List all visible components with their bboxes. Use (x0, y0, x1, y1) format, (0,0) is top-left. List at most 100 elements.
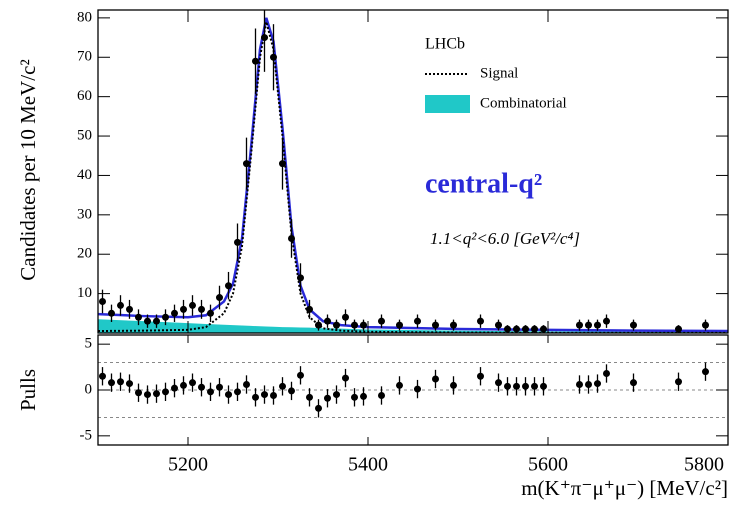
data-point (297, 274, 304, 282)
data-point (279, 382, 286, 390)
data-point (270, 392, 277, 399)
data-point (576, 381, 583, 388)
x-tick-label: 5800 (684, 454, 724, 476)
y-tick-label: 80 (77, 9, 92, 25)
data-point (117, 301, 124, 309)
data-point (153, 317, 160, 325)
data-point (576, 321, 583, 329)
data-point (495, 379, 502, 387)
frame (97, 9, 729, 334)
data-point (594, 321, 601, 329)
data-point (189, 379, 196, 387)
data-point (702, 368, 709, 376)
y-tick-label: 50 (77, 127, 92, 143)
data-point (396, 381, 403, 389)
data-point (216, 383, 223, 391)
data-point (594, 380, 601, 388)
data-point (162, 313, 169, 321)
data-point (243, 160, 250, 168)
data-point (198, 383, 205, 391)
data-point (126, 380, 133, 388)
experiment-label: LHCb (425, 36, 465, 53)
data-point (351, 393, 358, 401)
fit-curve (98, 17, 728, 333)
data-point (324, 394, 331, 402)
signal-curve (98, 21, 728, 333)
data-point (270, 53, 277, 61)
data-point (234, 238, 241, 246)
y-tick-label: 0 (85, 381, 93, 397)
data-point (702, 321, 709, 329)
data-point (504, 325, 511, 333)
y-tick-label: 20 (77, 246, 92, 262)
data-point (162, 388, 169, 396)
data-point (333, 391, 340, 399)
data-point (225, 391, 232, 399)
data-point (198, 305, 205, 313)
y-tick-label: 60 (77, 88, 92, 104)
y-tick-label: 40 (77, 167, 92, 183)
data-point (342, 374, 349, 382)
data-point (171, 384, 178, 392)
data-point (117, 378, 124, 386)
data-point (324, 317, 331, 325)
data-point (342, 313, 349, 321)
data-point (306, 393, 313, 401)
data-point (261, 34, 268, 42)
data-point (414, 317, 421, 325)
data-point (378, 392, 385, 399)
data-point (378, 317, 385, 325)
y-tick-label: -5 (80, 427, 93, 443)
data-point (675, 325, 682, 333)
data-point (99, 297, 106, 305)
data-point (351, 321, 358, 329)
data-point (477, 372, 484, 380)
data-point (135, 313, 142, 321)
data-point (585, 321, 592, 329)
data-point (522, 382, 529, 390)
legend-swatch (425, 95, 470, 113)
data-point (630, 379, 637, 387)
data-point (675, 378, 682, 386)
legend-label: Signal (480, 65, 518, 81)
data-point (432, 375, 439, 383)
data-point (585, 381, 592, 388)
annotation-title: central-q² (425, 168, 542, 199)
data-point (360, 392, 367, 400)
data-point (243, 381, 250, 388)
data-point (207, 388, 214, 396)
data-point (450, 381, 457, 389)
data-point (207, 309, 214, 317)
combinatorial-area (98, 319, 728, 333)
data-point (126, 305, 133, 313)
pulls-axis-label: Pulls (16, 369, 40, 411)
legend-label: Combinatorial (480, 95, 567, 111)
data-point (477, 317, 484, 325)
data-point (540, 325, 547, 333)
data-point (603, 370, 610, 377)
x-tick-label: 5400 (348, 454, 388, 476)
x-tick-label: 5200 (168, 454, 208, 476)
data-point (531, 382, 538, 390)
data-point (315, 321, 322, 329)
data-point (531, 325, 538, 333)
data-point (630, 321, 637, 329)
data-point (99, 372, 106, 380)
data-point (153, 390, 160, 398)
data-point (297, 371, 304, 379)
annotation-range: 1.1<q²<6.0 [GeV²/c⁴] (430, 229, 580, 248)
y-tick-label: 70 (77, 49, 92, 65)
data-point (189, 301, 196, 309)
data-point (522, 325, 529, 333)
data-point (234, 388, 241, 396)
data-point (315, 404, 322, 412)
data-point (180, 305, 187, 313)
data-point (225, 282, 232, 290)
data-point (108, 309, 115, 317)
data-point (171, 309, 178, 317)
data-point (333, 321, 340, 329)
y-tick-label: 30 (77, 206, 92, 222)
data-point (252, 57, 259, 65)
y-axis-label: Candidates per 10 MeV/c² (16, 59, 40, 280)
